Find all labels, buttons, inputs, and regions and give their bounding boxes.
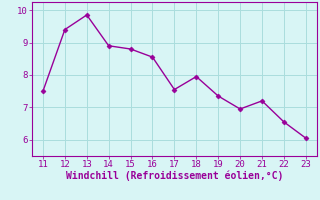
X-axis label: Windchill (Refroidissement éolien,°C): Windchill (Refroidissement éolien,°C) <box>66 171 283 181</box>
